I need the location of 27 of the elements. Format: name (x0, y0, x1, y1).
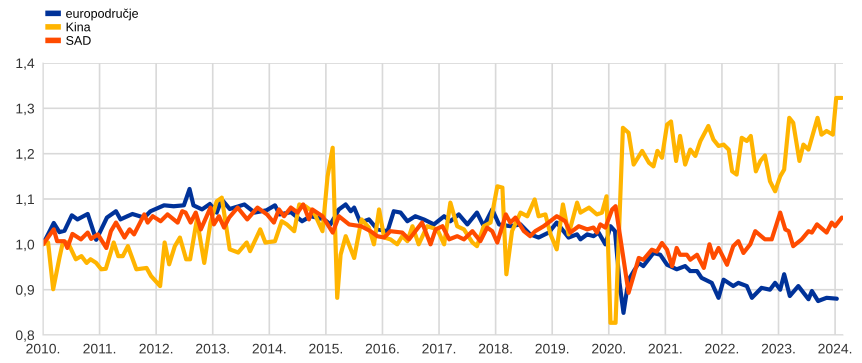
x-tick-label: 2013. (196, 344, 229, 354)
x-tick-label: 2022. (705, 344, 738, 354)
y-tick-label: 0,8 (16, 330, 34, 342)
x-tick-label: 2019. (536, 344, 568, 354)
y-tick-label: 1,2 (16, 149, 34, 160)
legend-label: Kina (66, 22, 91, 32)
x-tick-label: 2012. (139, 344, 172, 354)
line-series (43, 202, 843, 295)
x-tick-label: 2011. (83, 344, 116, 354)
x-tick-label: 2023. (762, 344, 795, 354)
y-tick-label: 1,3 (16, 104, 34, 116)
x-tick-label: 2014. (252, 344, 286, 354)
x-tick-label: 2010. (26, 344, 60, 354)
x-tick-label: 2015. (309, 344, 342, 354)
x-tick-label: 2024. (818, 344, 852, 354)
legend-label: SAD (66, 36, 91, 45)
x-tick-label: 2017. (422, 344, 456, 354)
x-tick-label: 2016. (366, 344, 399, 354)
y-tick-label: 1,4 (16, 58, 34, 70)
line-series (43, 96, 843, 325)
x-tick-label: 2020. (592, 344, 625, 354)
y-tick-label: 0,9 (16, 285, 34, 296)
legend-label: europodručje (66, 8, 138, 20)
y-tick-label: 1,1 (16, 194, 34, 206)
y-tick-label: 1,0 (16, 240, 34, 252)
x-tick-label: 2021. (648, 344, 682, 354)
x-tick-label: 2018. (478, 344, 512, 354)
